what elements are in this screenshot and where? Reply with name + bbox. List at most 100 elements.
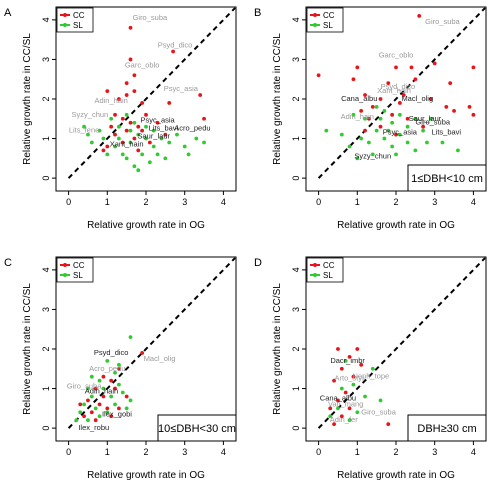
point-cc <box>105 144 110 149</box>
point-cc <box>452 108 456 113</box>
y-tick-label: 2 <box>291 96 301 101</box>
plot-area: Giro_suba Garc_oblo Psyd_dicoXant_hainCana… <box>316 7 486 179</box>
point-cc <box>397 101 402 105</box>
point-sl <box>109 116 114 121</box>
point-cc <box>328 406 333 411</box>
point-sl <box>124 112 129 117</box>
point-cc <box>444 105 449 109</box>
point-cc <box>363 93 367 97</box>
point-sl <box>328 414 333 419</box>
point-sl <box>339 132 344 137</box>
point-sl <box>359 136 364 141</box>
y-tick-label: 3 <box>41 307 51 312</box>
point-sl <box>120 390 125 395</box>
point-sl <box>89 140 94 145</box>
point-cc <box>413 77 418 82</box>
species-label: Adin_hain <box>94 96 127 105</box>
svg-text:10≤DBH<30 cm: 10≤DBH<30 cm <box>158 423 236 435</box>
point-sl <box>347 418 352 423</box>
species-label: Ilex_gobi <box>102 409 132 418</box>
point-cc <box>117 366 121 371</box>
point-cc <box>378 97 383 101</box>
point-sl <box>425 140 429 145</box>
point-cc <box>355 347 360 351</box>
point-cc <box>355 65 360 70</box>
point-sl <box>128 398 133 403</box>
species-label: Psyc_asia <box>164 84 199 93</box>
dbh-annotation: DBH≥30 cm <box>407 414 487 442</box>
point-cc <box>421 124 425 129</box>
point-cc <box>390 112 395 117</box>
point-sl <box>413 148 418 153</box>
point-sl <box>97 378 102 383</box>
y-tick-label: 0 <box>291 176 301 181</box>
species-label: Xant_hain <box>377 86 411 95</box>
point-sl <box>120 152 125 157</box>
species-label: Psyc_asia <box>383 128 418 137</box>
point-sl <box>101 136 106 141</box>
x-tick-label: 2 <box>393 197 398 207</box>
species-label: Macl_olig <box>144 354 176 363</box>
plot-area: Psyd_dico Macl_olig Acro_pedu Giro_subaAdin… <box>67 257 236 432</box>
reference-line <box>317 257 486 429</box>
point-cc <box>359 362 364 367</box>
point-cc <box>120 116 125 121</box>
point-sl <box>382 136 387 141</box>
species-label: Macl_olig <box>401 94 433 103</box>
point-sl <box>347 144 352 149</box>
point-sl <box>394 152 398 157</box>
point-sl <box>382 108 387 113</box>
point-sl <box>374 128 379 133</box>
point-cc <box>128 120 133 125</box>
point-sl <box>89 394 94 399</box>
point-sl <box>405 140 410 145</box>
point-cc <box>347 355 352 359</box>
x-tick-label: 0 <box>66 447 71 457</box>
panel-b: B 0 1 2 3 4 0 1 2 3 4 Relative growth rate in OG Rel… <box>254 6 487 231</box>
point-cc <box>109 414 114 419</box>
dbh-annotation: 10≤DBH<30 cm <box>157 414 237 442</box>
species-label: Psyd_dico <box>94 348 129 357</box>
point-cc <box>336 398 340 403</box>
point-sl <box>101 386 106 391</box>
point-sl <box>374 105 379 109</box>
point-cc <box>316 73 321 78</box>
x-axis-label: Relative growth rate in OG <box>337 470 455 481</box>
point-cc <box>140 128 145 133</box>
point-cc <box>109 378 114 383</box>
point-cc <box>332 378 336 383</box>
point-sl <box>136 168 141 173</box>
point-cc <box>124 93 129 97</box>
point-cc <box>467 105 472 109</box>
point-sl <box>355 156 360 161</box>
legend-label: CC <box>73 11 85 20</box>
y-axis-label: Relative growth rate in CC/SL <box>22 33 33 165</box>
y-tick-label: 2 <box>41 346 51 351</box>
point-sl <box>132 120 137 125</box>
point-sl <box>117 382 121 387</box>
species-label: Xant_hain <box>110 139 144 148</box>
species-label: Arto_styr <box>335 374 366 383</box>
point-cc <box>105 406 110 411</box>
point-cc <box>471 112 476 117</box>
point-cc <box>113 386 117 391</box>
panel-d: D 0 1 2 3 4 0 1 2 3 4 Relative growth rate in OG Rel… <box>254 256 487 481</box>
y-tick-label: 1 <box>41 386 51 391</box>
point-cc <box>82 414 86 419</box>
point-cc <box>132 73 137 78</box>
point-cc <box>124 394 129 399</box>
species-label: Acro_pedu <box>89 364 125 373</box>
point-cc <box>343 390 348 395</box>
point-sl <box>89 374 94 379</box>
y-tick-label: 3 <box>291 307 301 312</box>
point-sl <box>378 116 383 121</box>
point-sl <box>186 152 191 157</box>
point-sl <box>159 136 164 141</box>
point-cc <box>93 386 98 391</box>
point-sl <box>117 362 121 367</box>
point-sl <box>428 116 433 121</box>
point-sl <box>124 406 129 411</box>
point-sl <box>194 136 199 141</box>
point-sl <box>370 152 375 157</box>
